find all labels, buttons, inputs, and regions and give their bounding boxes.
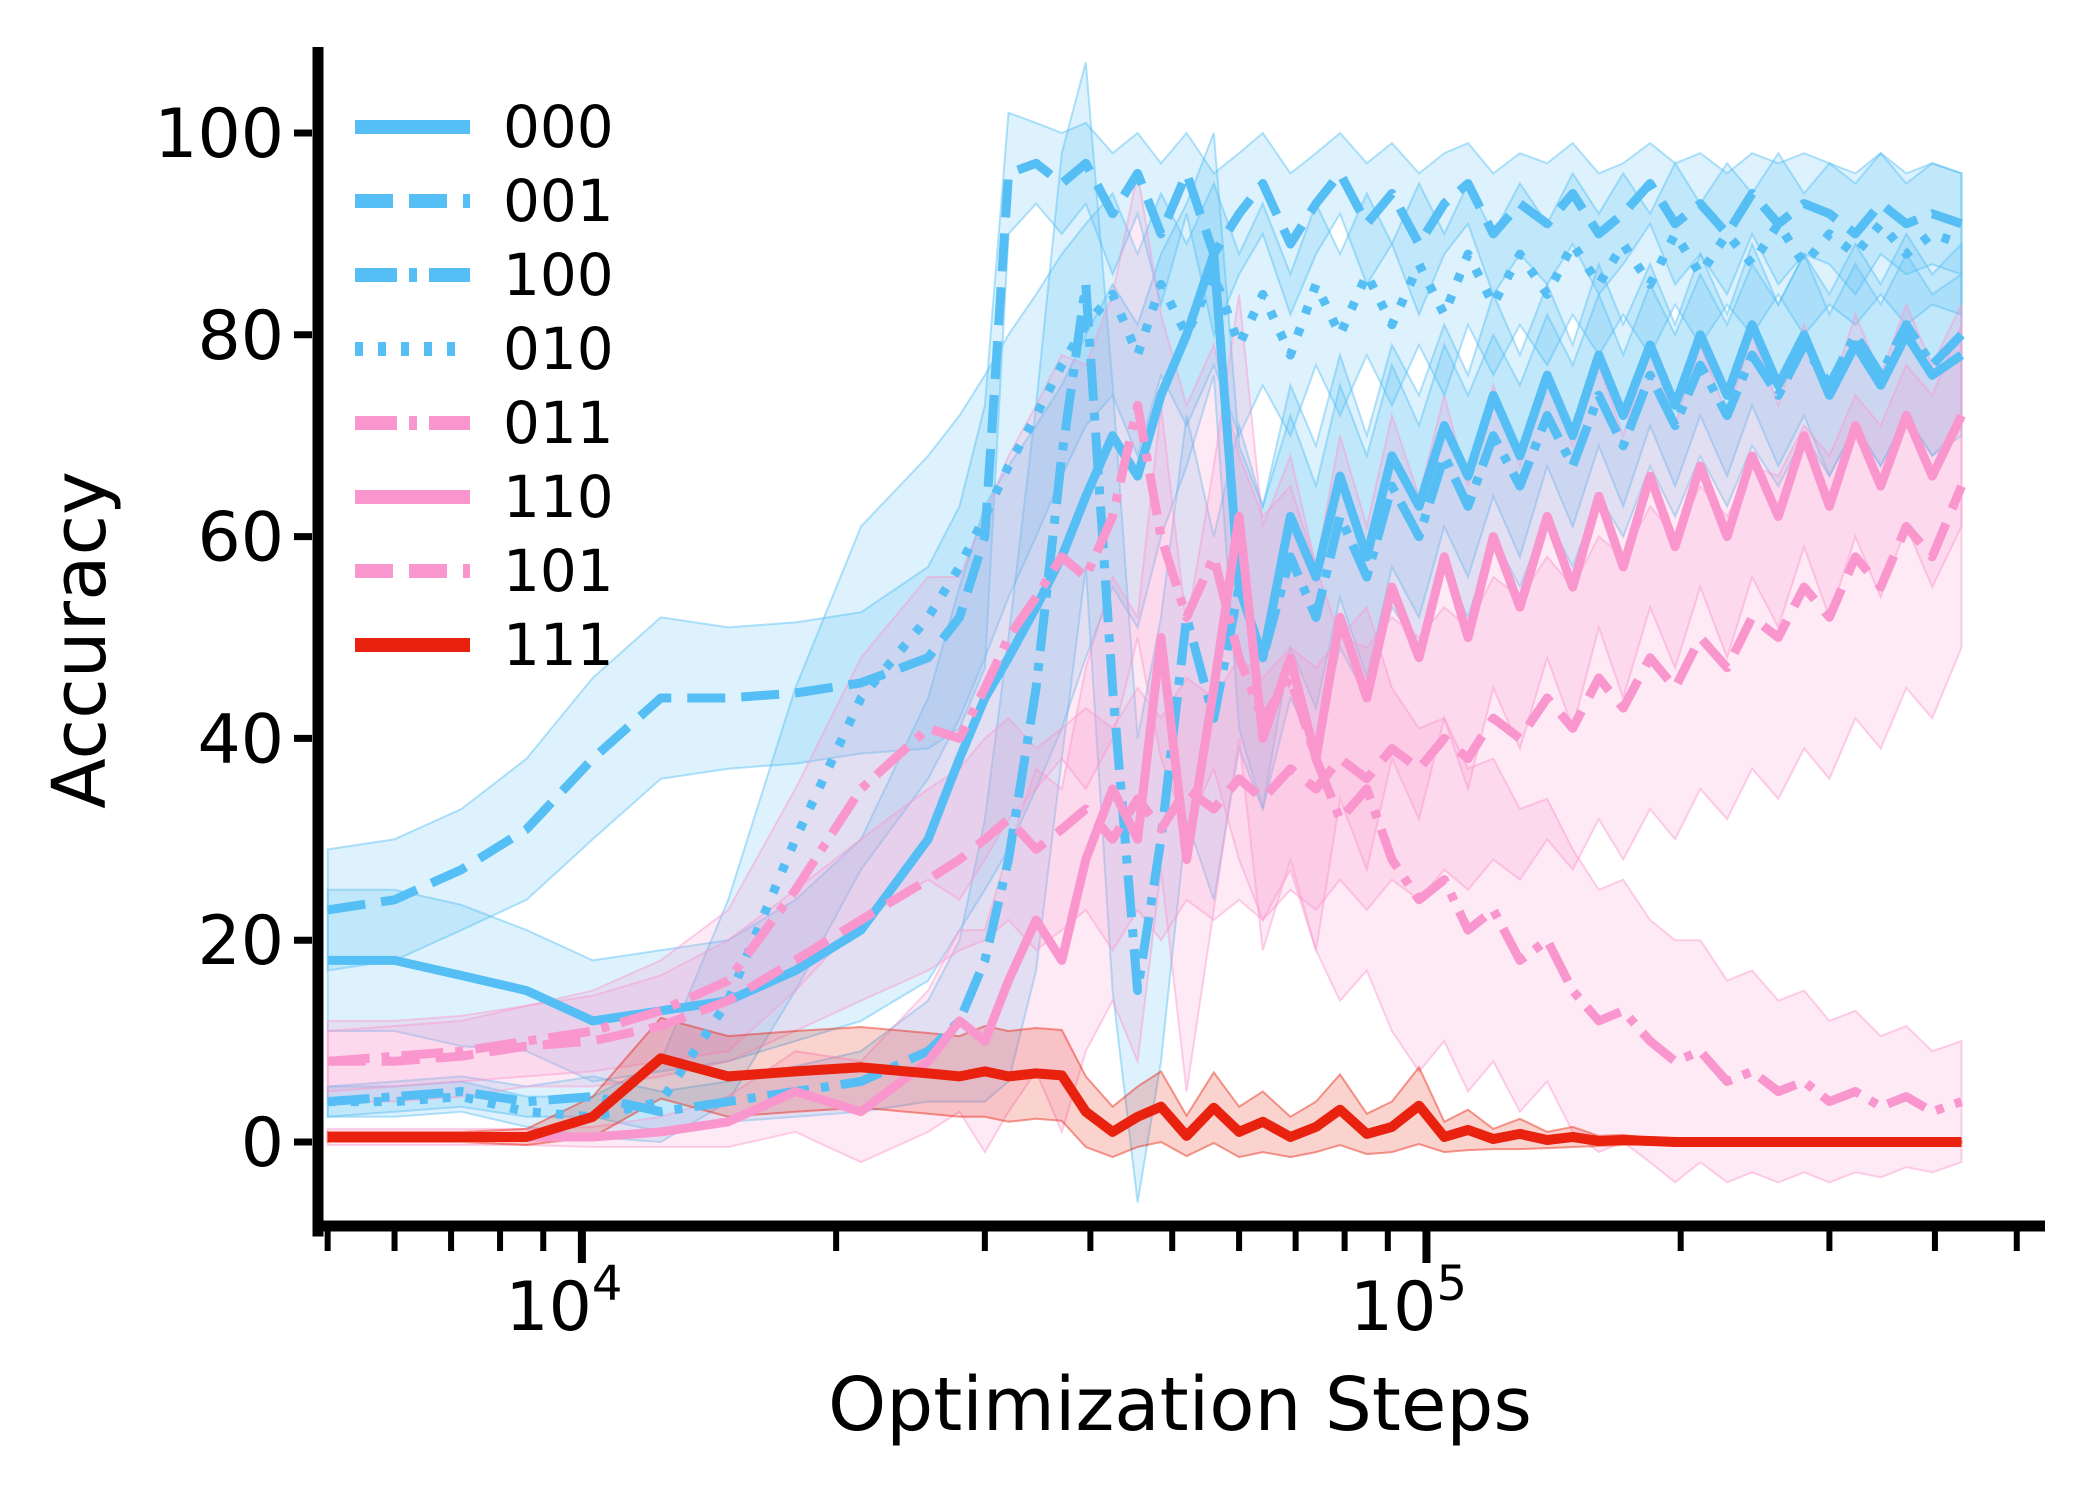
legend-label-000: 000 (503, 93, 614, 161)
x-tick-label: 104 (505, 1256, 622, 1347)
band-101 (326, 324, 1963, 1103)
legend-label-010: 010 (503, 315, 614, 383)
y-tick-label: 40 (197, 700, 284, 779)
y-tick-label: 0 (241, 1104, 284, 1183)
band-011 (326, 173, 1963, 1184)
legend-label-001: 001 (503, 167, 614, 235)
y-tick-label: 80 (197, 297, 284, 376)
band-001 (326, 111, 1963, 972)
legend-label-011: 011 (503, 389, 614, 457)
x-axis-label: Optimization Steps (828, 1362, 1532, 1448)
band-110 (326, 294, 1963, 1164)
legend-label-101: 101 (503, 537, 614, 605)
line-010 (327, 219, 1963, 1122)
legend-label-111: 111 (503, 611, 614, 679)
legend-label-110: 110 (503, 463, 614, 531)
y-axis-label: Accuracy (37, 471, 123, 809)
line-011 (327, 400, 1963, 1117)
line-111 (327, 1053, 1962, 1147)
line-101 (327, 484, 1966, 1066)
line-100 (327, 279, 1965, 1117)
legend-label-100: 100 (503, 241, 614, 309)
axes: 0 20 40 60 80 100 104 105 (154, 47, 2045, 1347)
confidence-bands (326, 62, 1963, 1203)
series-lines (327, 158, 1966, 1147)
x-tick-label: 105 (1350, 1256, 1467, 1347)
y-tick-label: 20 (197, 902, 284, 981)
band-010 (326, 151, 1963, 1144)
y-tick-label: 60 (197, 499, 284, 578)
line-110 (327, 411, 1966, 1142)
y-tick-label: 100 (154, 95, 284, 174)
